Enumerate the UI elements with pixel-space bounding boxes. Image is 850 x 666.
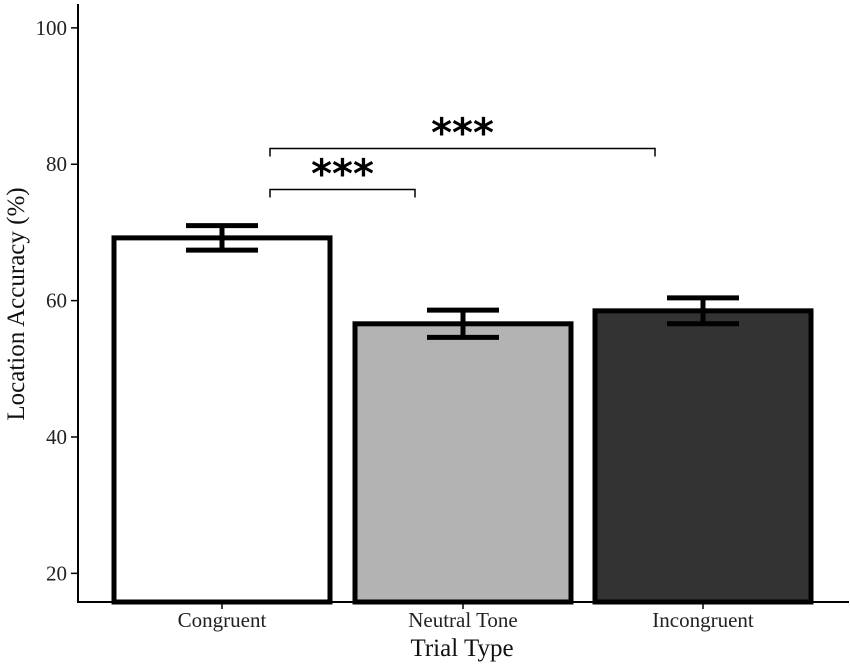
significance-bracket: *** (269, 151, 416, 198)
error-bar-neutral-tone (427, 307, 499, 340)
y-tick-label: 60 (46, 289, 67, 313)
x-tick-label: Congruent (178, 608, 267, 632)
x-tick-label: Neutral Tone (408, 608, 518, 632)
x-ticks-layer: Congruent Neutral Tone Incongruent (178, 602, 754, 632)
bar-congruent (111, 235, 333, 605)
error-bar-congruent (186, 223, 258, 253)
y-ticks-layer: 20 40 60 80 100 (36, 16, 78, 585)
significance-bracket-line (269, 188, 416, 198)
significance-bracket-line (269, 147, 656, 157)
significance-layer: *** *** (269, 111, 656, 198)
error-bars-layer (186, 223, 739, 340)
bar-neutral-tone (352, 321, 574, 605)
significance-label: *** (311, 151, 374, 197)
y-tick-label: 100 (36, 16, 68, 40)
bars-layer (111, 235, 814, 605)
y-axis-title: Location Accuracy (%) (3, 187, 30, 420)
x-tick-label: Incongruent (652, 608, 754, 632)
y-tick-label: 80 (46, 152, 67, 176)
error-bar-incongruent (667, 295, 739, 327)
bar-incongruent (592, 308, 814, 605)
x-axis-title: Trial Type (410, 635, 513, 662)
significance-label: *** (431, 111, 494, 157)
y-tick-label: 40 (46, 425, 67, 449)
y-tick-label: 20 (46, 561, 67, 585)
significance-bracket: *** (269, 111, 656, 157)
